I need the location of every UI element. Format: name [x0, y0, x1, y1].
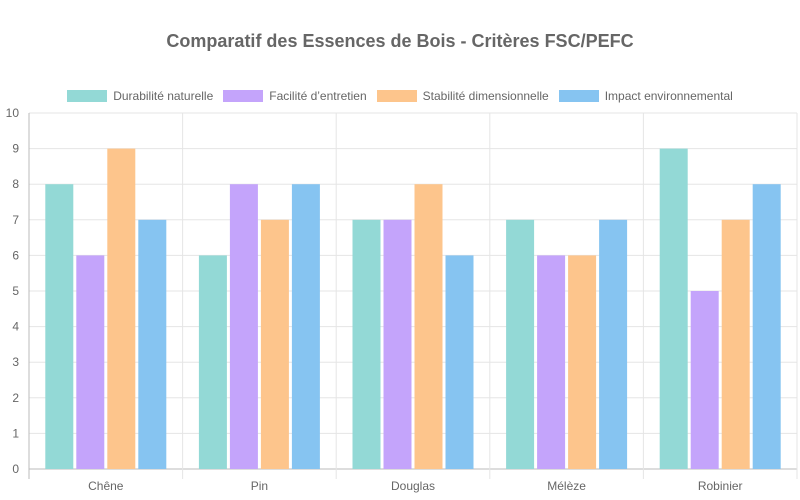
- x-tick-label: Pin: [251, 479, 268, 493]
- y-tick-label: 2: [12, 391, 19, 405]
- bar: [198, 255, 227, 469]
- bar: [45, 184, 74, 469]
- bar: [352, 219, 381, 469]
- y-tick-label: 0: [12, 462, 19, 476]
- legend-swatch: [376, 90, 417, 102]
- y-tick-label: 9: [12, 142, 19, 156]
- bar: [690, 291, 719, 469]
- legend-item[interactable]: Facilité d’entretien: [223, 89, 367, 103]
- bar: [568, 255, 597, 469]
- x-tick-label: Douglas: [391, 479, 435, 493]
- bar: [291, 184, 320, 469]
- bar: [414, 184, 443, 469]
- bar: [506, 219, 535, 469]
- bar: [659, 148, 688, 469]
- bar: [752, 184, 781, 469]
- y-tick-label: 8: [12, 177, 19, 191]
- y-tick-label: 1: [12, 426, 19, 440]
- bar: [229, 184, 258, 469]
- y-tick-label: 7: [12, 213, 19, 227]
- y-tick-label: 10: [6, 106, 20, 120]
- legend-item[interactable]: Impact environnemental: [558, 89, 733, 103]
- bar: [599, 219, 628, 469]
- y-tick-label: 4: [12, 320, 19, 334]
- chart-title: Comparatif des Essences de Bois - Critèr…: [166, 31, 634, 51]
- y-tick-label: 3: [12, 355, 19, 369]
- legend-item[interactable]: Durabilité naturelle: [67, 89, 213, 103]
- y-tick-label: 6: [12, 248, 19, 262]
- bar: [107, 148, 136, 469]
- legend-label: Durabilité naturelle: [113, 89, 214, 103]
- bar: [76, 255, 105, 469]
- x-tick-label: Mélèze: [547, 479, 586, 493]
- bar: [537, 255, 566, 469]
- legend-swatch: [67, 90, 108, 102]
- legend-label: Stabilité dimensionnelle: [422, 89, 549, 103]
- legend-label: Impact environnemental: [604, 89, 733, 103]
- bar: [721, 219, 750, 469]
- x-tick-label: Chêne: [88, 479, 124, 493]
- bar: [260, 219, 289, 469]
- legend-swatch: [558, 90, 599, 102]
- legend: Durabilité naturelle Facilité d’entretien…: [0, 89, 800, 103]
- legend-swatch: [223, 90, 264, 102]
- bar: [383, 219, 412, 469]
- legend-label: Facilité d’entretien: [269, 89, 367, 103]
- legend-item[interactable]: Stabilité dimensionnelle: [376, 89, 549, 103]
- bar: [445, 255, 474, 469]
- bar: [138, 219, 167, 469]
- x-tick-label: Robinier: [698, 479, 743, 493]
- y-tick-label: 5: [12, 284, 19, 298]
